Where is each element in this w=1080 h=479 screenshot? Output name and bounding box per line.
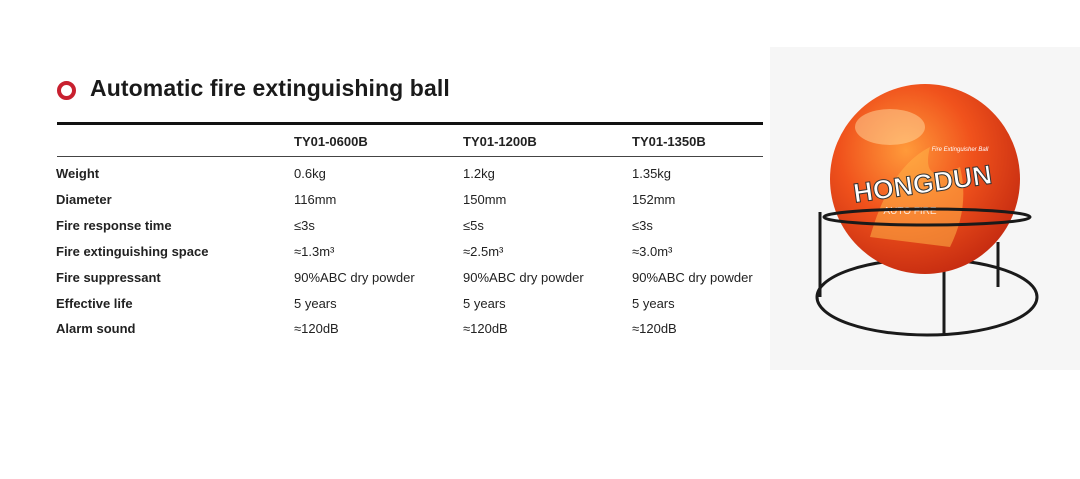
ball-tagline: Fire Extinguisher Ball (932, 147, 989, 153)
column-header: TY01-1200B (463, 134, 537, 149)
table-header-rule (57, 156, 763, 157)
row-label: Weight (56, 166, 100, 181)
table-cell: 5 years (463, 295, 506, 311)
row-label: Fire response time (56, 217, 172, 233)
table-cell: 1.35kg (632, 166, 672, 181)
table-cell: ≤5s (463, 217, 484, 233)
table-cell: 90%ABC dry powder (294, 269, 415, 285)
flame-graphic (870, 147, 964, 247)
table-cell: ≈3.0m³ (632, 243, 673, 259)
row-label: Effective life (56, 295, 133, 311)
table-cell: 90%ABC dry powder (463, 269, 584, 285)
table-top-rule (57, 122, 763, 125)
column-header: TY01-1350B (632, 134, 706, 149)
table-cell: 5 years (294, 295, 337, 311)
row-label: Alarm sound (56, 321, 136, 337)
table-cell: ≤3s (632, 217, 653, 233)
row-label: Diameter (56, 191, 112, 207)
row-label: Fire suppressant (56, 269, 161, 285)
table-cell: ≈1.3m³ (294, 243, 335, 259)
table-cell: ≈120dB (632, 321, 677, 337)
table-cell: ≈120dB (294, 321, 339, 337)
table-cell: ≤3s (294, 217, 315, 233)
table-cell: 1.2kg (463, 166, 495, 181)
row-label: Fire extinguishing space (56, 243, 209, 259)
table-cell: ≈2.5m³ (463, 243, 504, 259)
column-header: TY01-0600B (294, 134, 368, 149)
title: Automatic fire extinguishing ball (90, 75, 450, 101)
table-cell: 116mm (294, 191, 337, 207)
table-cell: 90%ABC dry powder (632, 269, 753, 285)
stand-top-ring (822, 207, 1032, 227)
product-image: Fire Extinguisher Ball HONGDUN AUTO FIRE (770, 47, 1080, 370)
title-icon (57, 81, 76, 100)
table-cell: 150mm (463, 191, 507, 207)
ball-subtext: AUTO FIRE (883, 206, 936, 217)
table-cell: 5 years (632, 295, 675, 311)
table-cell: 0.6kg (294, 166, 326, 181)
table-cell: ≈120dB (463, 321, 508, 337)
table-cell: 152mm (632, 191, 676, 207)
ball-highlight (855, 109, 925, 145)
